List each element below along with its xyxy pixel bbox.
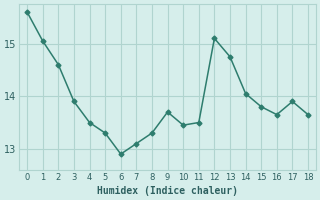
X-axis label: Humidex (Indice chaleur): Humidex (Indice chaleur) bbox=[97, 186, 238, 196]
